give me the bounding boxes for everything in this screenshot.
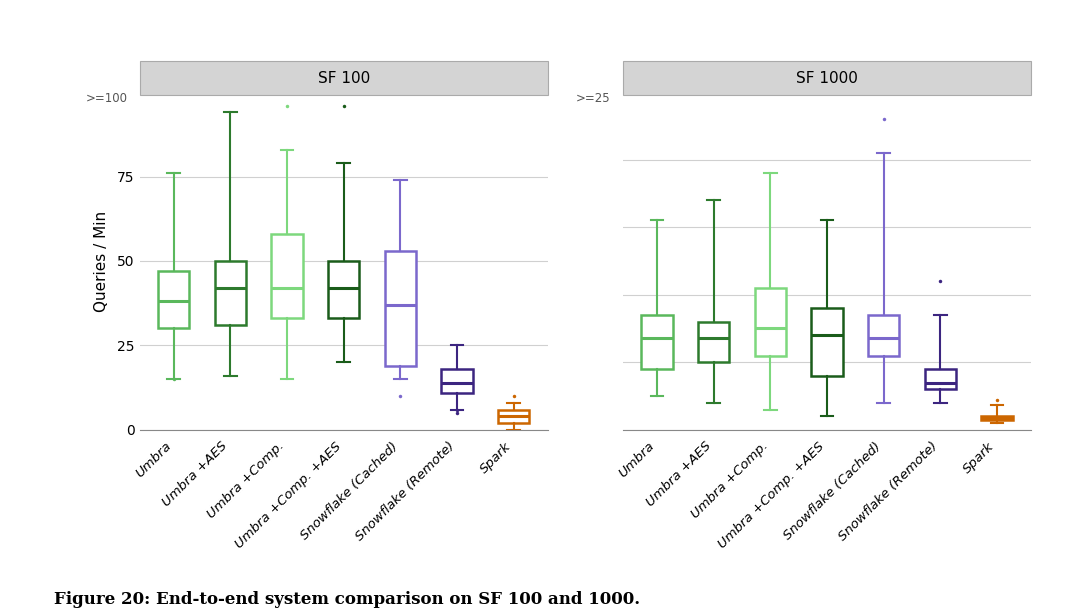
Y-axis label: Queries / Min: Queries / Min: [93, 211, 108, 311]
FancyBboxPatch shape: [755, 288, 786, 356]
FancyBboxPatch shape: [868, 315, 899, 356]
Text: >=25: >=25: [576, 92, 611, 105]
FancyBboxPatch shape: [498, 410, 529, 423]
Text: SF 100: SF 100: [318, 63, 369, 77]
FancyBboxPatch shape: [811, 308, 843, 376]
FancyBboxPatch shape: [158, 271, 189, 328]
FancyBboxPatch shape: [384, 251, 416, 365]
Text: Figure 20: End-to-end system comparison on SF 100 and 1000.: Figure 20: End-to-end system comparison …: [54, 591, 640, 608]
FancyBboxPatch shape: [272, 234, 303, 318]
FancyBboxPatch shape: [982, 416, 1013, 421]
Text: >=100: >=100: [85, 92, 128, 105]
Text: SF 100: SF 100: [318, 71, 369, 86]
FancyBboxPatch shape: [441, 369, 473, 393]
FancyBboxPatch shape: [698, 322, 729, 362]
Text: SF 1000: SF 1000: [796, 63, 858, 77]
FancyBboxPatch shape: [925, 369, 956, 389]
FancyBboxPatch shape: [641, 315, 672, 369]
FancyBboxPatch shape: [328, 261, 360, 318]
Text: SF 1000: SF 1000: [796, 71, 858, 86]
FancyBboxPatch shape: [215, 261, 246, 325]
